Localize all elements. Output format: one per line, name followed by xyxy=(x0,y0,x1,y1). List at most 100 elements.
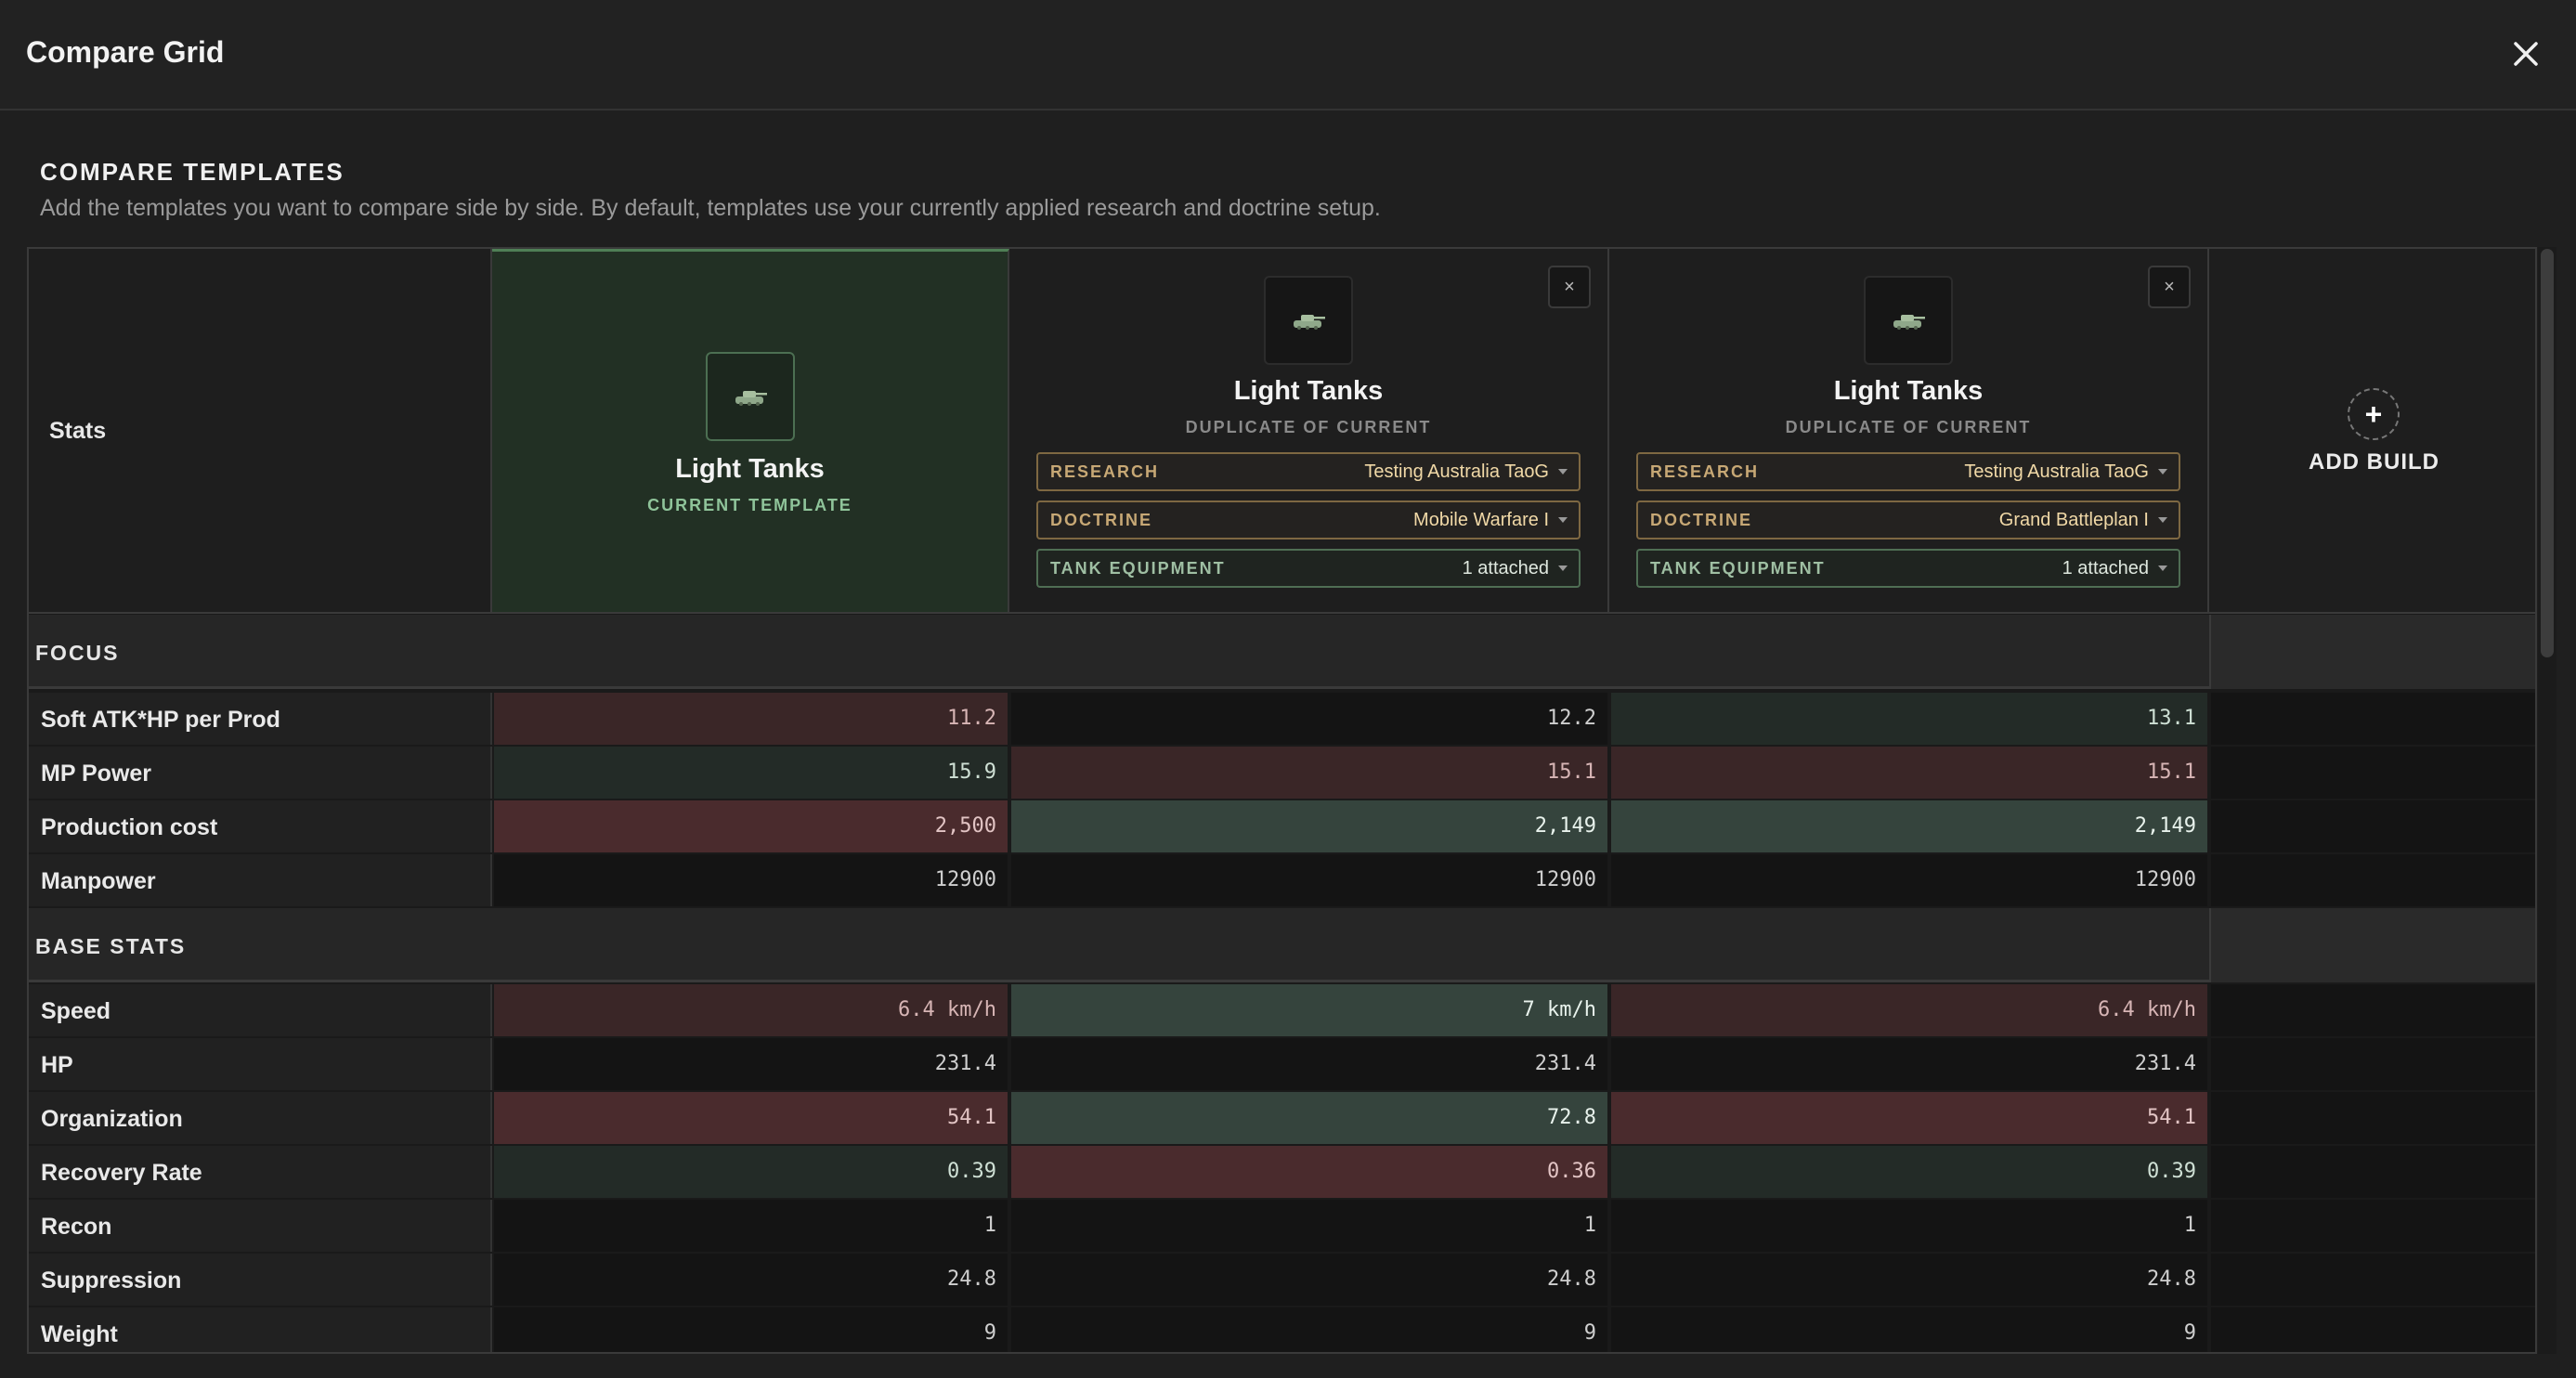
tank-equipment-select[interactable]: TANK EQUIPMENT 1 attached xyxy=(1636,549,2180,588)
duplicate-template-column-header: × Light Tanks DUPLICATE OF CURRENT RESEA… xyxy=(1009,249,1609,614)
stat-label: Organization xyxy=(41,1106,183,1132)
section-heading: COMPARE TEMPLATES xyxy=(40,158,345,186)
stat-value: 12900 xyxy=(494,854,1008,906)
group-header-base-stats: BASE STATS xyxy=(29,908,2535,982)
group-title: FOCUS xyxy=(35,641,120,665)
group-header-focus: FOCUS xyxy=(29,615,2535,689)
duplicate-template-column-header: × Light Tanks DUPLICATE OF CURRENT RESEA… xyxy=(1609,249,2209,614)
scrollbar-thumb[interactable] xyxy=(2541,249,2554,657)
stat-value: 7 km/h xyxy=(1011,984,1607,1036)
table-row: Recon 1 1 1 xyxy=(29,1200,2535,1254)
stat-value: 12900 xyxy=(1011,854,1607,906)
grid-scrollbar[interactable] xyxy=(2538,247,2556,1354)
stat-value: 6.4 km/h xyxy=(494,984,1008,1036)
current-template-column-header: Light Tanks CURRENT TEMPLATE xyxy=(492,249,1009,614)
build-name: Light Tanks xyxy=(1233,376,1384,406)
stat-value: 54.1 xyxy=(1611,1092,2207,1144)
stat-label: Manpower xyxy=(41,868,156,894)
empty-cell xyxy=(2211,1307,2535,1352)
stat-label-cell: Suppression xyxy=(29,1254,492,1306)
equipment-label: TANK EQUIPMENT xyxy=(1050,558,1226,578)
stat-value: 0.39 xyxy=(494,1146,1008,1198)
doctrine-value: Mobile Warfare I xyxy=(1413,509,1549,530)
stat-label-cell: Recovery Rate xyxy=(29,1146,492,1198)
build-subtitle: DUPLICATE OF CURRENT xyxy=(1185,418,1432,436)
chevron-down-icon xyxy=(2158,517,2167,523)
stat-label: Weight xyxy=(41,1321,118,1347)
chevron-down-icon xyxy=(1558,469,1568,474)
stat-value: 0.39 xyxy=(1611,1146,2207,1198)
stat-value: 12.2 xyxy=(1011,693,1607,745)
table-row: Speed 6.4 km/h 7 km/h 6.4 km/h xyxy=(29,984,2535,1038)
stat-value: 11.2 xyxy=(494,693,1008,745)
table-row: Recovery Rate 0.39 0.36 0.39 xyxy=(29,1146,2535,1200)
doctrine-select[interactable]: DOCTRINE Grand Battleplan I xyxy=(1636,500,2180,540)
group-title: BASE STATS xyxy=(35,934,187,958)
stat-value: 6.4 km/h xyxy=(1611,984,2207,1036)
close-icon[interactable] xyxy=(2507,35,2544,72)
stat-value: 231.4 xyxy=(494,1038,1008,1090)
stat-value: 24.8 xyxy=(1611,1254,2207,1306)
stats-header-cell: Stats xyxy=(29,249,492,614)
stat-value: 13.1 xyxy=(1611,693,2207,745)
stat-label: Suppression xyxy=(41,1268,182,1294)
stat-value: 2,149 xyxy=(1611,800,2207,852)
research-select[interactable]: RESEARCH Testing Australia TaoG xyxy=(1036,452,1581,491)
stat-value: 1 xyxy=(1011,1200,1607,1252)
window-title: Compare Grid xyxy=(26,35,225,69)
stat-value: 72.8 xyxy=(1011,1092,1607,1144)
empty-cell xyxy=(2211,1092,2535,1144)
empty-cell xyxy=(2211,1254,2535,1306)
stat-value: 0.36 xyxy=(1011,1146,1607,1198)
stat-value: 24.8 xyxy=(494,1254,1008,1306)
stat-label-cell: Weight xyxy=(29,1307,492,1352)
empty-cell xyxy=(2211,747,2535,799)
empty-cell xyxy=(2211,800,2535,852)
chevron-down-icon xyxy=(2158,566,2167,571)
empty-cell xyxy=(2211,1146,2535,1198)
stat-label-cell: Manpower xyxy=(29,854,492,906)
tank-icon xyxy=(706,352,795,441)
add-build-label: ADD BUILD xyxy=(2309,449,2439,474)
tank-equipment-select[interactable]: TANK EQUIPMENT 1 attached xyxy=(1036,549,1581,588)
stat-label-cell: Speed xyxy=(29,984,492,1036)
build-subtitle: CURRENT TEMPLATE xyxy=(647,496,852,514)
tank-icon xyxy=(1864,276,1953,365)
stat-label-cell: Production cost xyxy=(29,800,492,852)
research-select[interactable]: RESEARCH Testing Australia TaoG xyxy=(1636,452,2180,491)
doctrine-label: DOCTRINE xyxy=(1650,510,1752,529)
table-row: Suppression 24.8 24.8 24.8 xyxy=(29,1254,2535,1307)
empty-cell xyxy=(2211,1200,2535,1252)
compare-grid: Stats Light Tanks CURRENT TEMPLATE × Lig… xyxy=(27,247,2537,1354)
stat-label: Speed xyxy=(41,998,111,1024)
stat-label-cell: Soft ATK*HP per Prod xyxy=(29,693,492,745)
stat-value: 12900 xyxy=(1611,854,2207,906)
tank-icon xyxy=(1264,276,1353,365)
table-row: Weight 9 9 9 xyxy=(29,1307,2535,1352)
stat-label: Recon xyxy=(41,1214,112,1240)
stat-value: 15.1 xyxy=(1011,747,1607,799)
research-value: Testing Australia TaoG xyxy=(1964,461,2149,482)
stat-label: MP Power xyxy=(41,760,152,786)
empty-cell xyxy=(2211,693,2535,745)
stats-label: Stats xyxy=(49,418,107,444)
table-row: Soft ATK*HP per Prod 11.2 12.2 13.1 xyxy=(29,693,2535,747)
remove-build-button[interactable]: × xyxy=(2148,266,2191,308)
table-row: Manpower 12900 12900 12900 xyxy=(29,854,2535,908)
remove-build-button[interactable]: × xyxy=(1548,266,1591,308)
stat-value: 2,500 xyxy=(494,800,1008,852)
add-build-column-header: + ADD BUILD xyxy=(2209,249,2535,614)
add-build-button[interactable]: + ADD BUILD xyxy=(2209,249,2535,614)
stat-label-cell: Organization xyxy=(29,1092,492,1144)
doctrine-select[interactable]: DOCTRINE Mobile Warfare I xyxy=(1036,500,1581,540)
stat-value: 231.4 xyxy=(1011,1038,1607,1090)
group-header-filler xyxy=(2209,615,2535,689)
chevron-down-icon xyxy=(1558,517,1568,523)
stat-label-cell: HP xyxy=(29,1038,492,1090)
stat-value: 9 xyxy=(1011,1307,1607,1352)
stat-label: Recovery Rate xyxy=(41,1160,202,1186)
chevron-down-icon xyxy=(1558,566,1568,571)
empty-cell xyxy=(2211,984,2535,1036)
group-header-filler xyxy=(2209,908,2535,982)
equipment-label: TANK EQUIPMENT xyxy=(1650,558,1826,578)
